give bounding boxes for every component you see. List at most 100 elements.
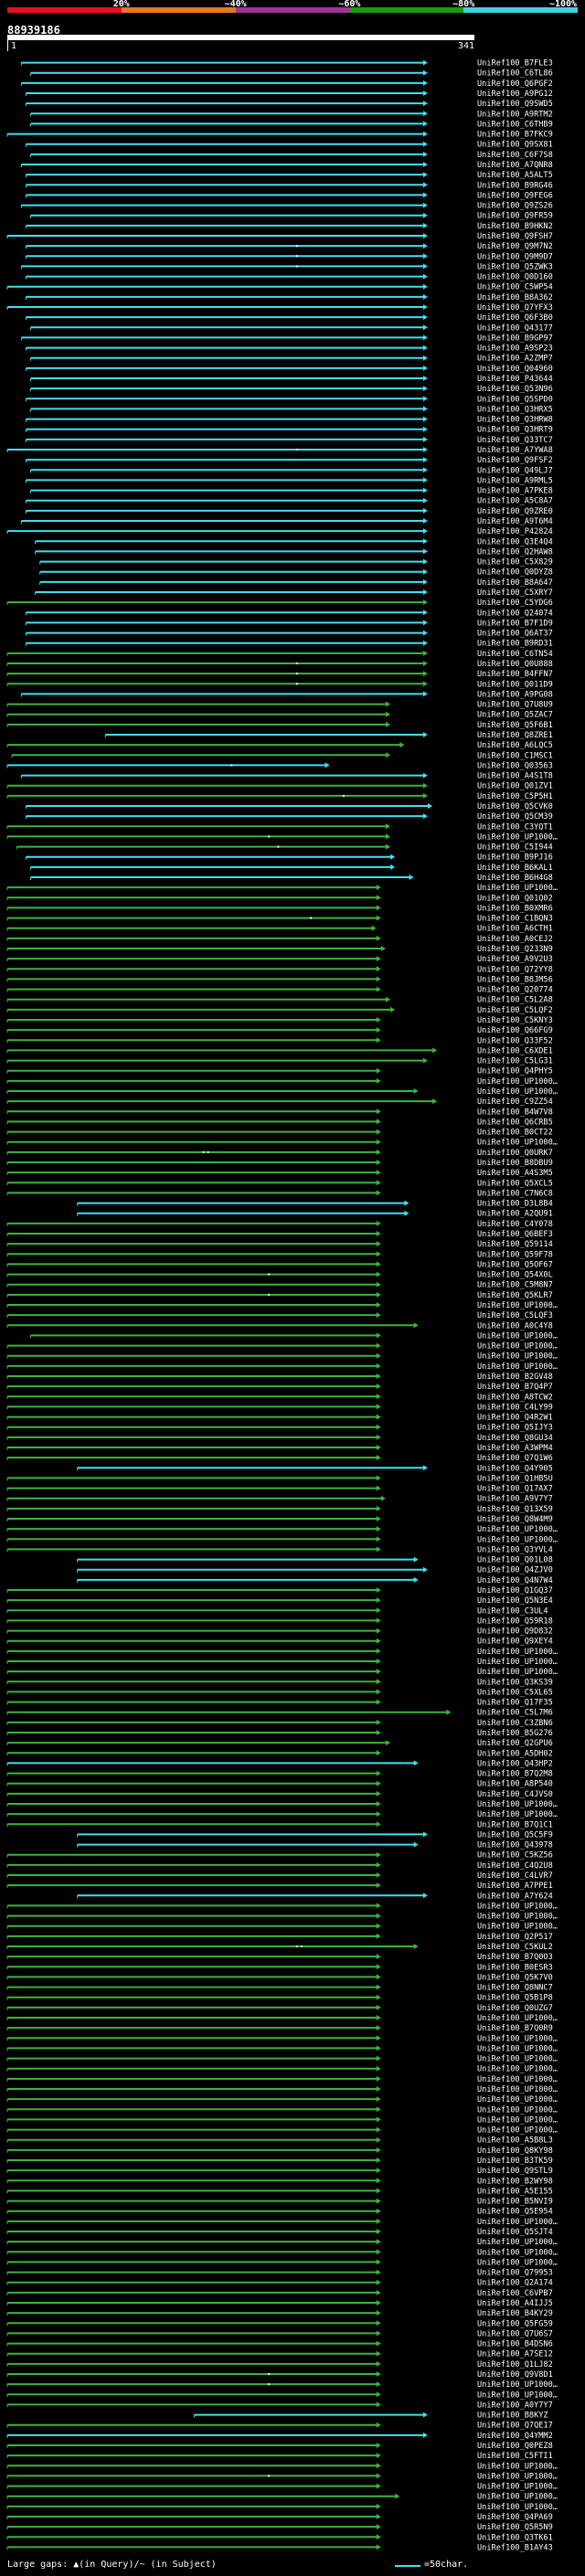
hit-row[interactable]: UniRef100_Q33TC7	[25, 436, 553, 445]
hit-row[interactable]: UniRef100_A5E155	[6, 2187, 553, 2196]
hit-row[interactable]: UniRef100_Q43978	[77, 1841, 553, 1850]
hit-label[interactable]: UniRef100_Q4Y905	[477, 1464, 553, 1473]
hit-label[interactable]: UniRef100_UP1000…	[477, 1902, 558, 1911]
hit-row[interactable]: UniRef100_C5LQF3	[6, 1311, 553, 1320]
hit-label[interactable]: UniRef100_C1BQN3	[477, 915, 553, 924]
hit-label[interactable]: UniRef100_C6TL86	[477, 69, 553, 79]
hit-label[interactable]: UniRef100_B7FKC9	[477, 131, 553, 140]
hit-row[interactable]: UniRef100_Q3E4Q4	[35, 537, 553, 546]
hit-row[interactable]: UniRef100_UP1000…	[6, 1362, 558, 1372]
hit-row[interactable]: UniRef100_Q9XEY4	[6, 1638, 553, 1647]
hit-label[interactable]: UniRef100_A2ZMP7	[477, 355, 553, 364]
hit-label[interactable]: UniRef100_Q1LJ82	[477, 2360, 553, 2369]
hit-row[interactable]: UniRef100_UP1000…	[6, 1301, 558, 1310]
hit-label[interactable]: UniRef100_B6H4G8	[477, 874, 553, 883]
hit-label[interactable]: UniRef100_Q5SJT4	[477, 2228, 553, 2237]
hit-row[interactable]: UniRef100_Q4Y905	[77, 1464, 553, 1473]
hit-label[interactable]: UniRef100_C5LQF2	[477, 1006, 553, 1015]
hit-row[interactable]: UniRef100_C5FTI1	[6, 2452, 553, 2461]
hit-row[interactable]: UniRef100_B7Q4P7	[6, 1383, 553, 1392]
hit-row[interactable]: UniRef100_UP1000…	[6, 1668, 558, 1677]
hit-label[interactable]: UniRef100_Q01Q02	[477, 894, 553, 903]
hit-label[interactable]: UniRef100_A3WPM4	[477, 1444, 553, 1453]
hit-label[interactable]: UniRef100_UP1000…	[477, 2503, 558, 2512]
hit-label[interactable]: UniRef100_Q5ZWK3	[477, 262, 553, 271]
hit-row[interactable]: UniRef100_Q9M7N2	[25, 242, 553, 251]
hit-label[interactable]: UniRef100_Q9V8D1	[477, 2370, 553, 2380]
hit-row[interactable]: UniRef100_Q3HRX5	[30, 405, 553, 414]
hit-label[interactable]: UniRef100_C5L7M6	[477, 1709, 553, 1718]
hit-row[interactable]: UniRef100_C6TL86	[30, 69, 553, 79]
hit-label[interactable]: UniRef100_UP1000…	[477, 2014, 558, 2023]
hit-label[interactable]: UniRef100_A5DH02	[477, 1749, 553, 1758]
hit-label[interactable]: UniRef100_B2WY98	[477, 2177, 553, 2186]
hit-label[interactable]: UniRef100_Q0PEZ8	[477, 2442, 553, 2451]
hit-row[interactable]: UniRef100_Q4PHY5	[6, 1067, 553, 1076]
hit-row[interactable]: UniRef100_Q24074	[25, 609, 553, 618]
hit-row[interactable]: UniRef100_A4IJJ5	[6, 2299, 553, 2308]
hit-row[interactable]: UniRef100_B3TK59	[6, 2157, 553, 2166]
hit-row[interactable]: UniRef100_Q33F52	[6, 1036, 553, 1045]
hit-row[interactable]: UniRef100_Q5KLR7	[6, 1291, 553, 1300]
hit-row[interactable]: UniRef100_B9RG46	[25, 181, 553, 190]
hit-label[interactable]: UniRef100_Q79953	[477, 2269, 553, 2278]
hit-label[interactable]: UniRef100_Q53N96	[477, 385, 553, 394]
hit-row[interactable]: UniRef100_Q6BEF3	[6, 1230, 553, 1239]
hit-row[interactable]: UniRef100_Q5CVK0	[25, 802, 553, 811]
hit-row[interactable]: UniRef100_Q0URK7	[6, 1149, 553, 1158]
hit-label[interactable]: UniRef100_Q43177	[477, 323, 553, 333]
hit-row[interactable]: UniRef100_Q01L08	[77, 1556, 553, 1565]
hit-label[interactable]: UniRef100_UP1000…	[477, 1362, 558, 1372]
hit-row[interactable]: UniRef100_B7FLE3	[20, 59, 553, 69]
hit-label[interactable]: UniRef100_Q7U6S7	[477, 2329, 553, 2338]
hit-label[interactable]: UniRef100_Q8GU34	[477, 1434, 553, 1443]
hit-label[interactable]: UniRef100_Q6PGF2	[477, 80, 553, 89]
hit-row[interactable]: UniRef100_UP1000…	[6, 2044, 558, 2053]
hit-label[interactable]: UniRef100_Q3HRX5	[477, 405, 553, 414]
hit-label[interactable]: UniRef100_UP1000…	[477, 1331, 558, 1341]
hit-label[interactable]: UniRef100_B1AY43	[477, 2543, 553, 2552]
hit-row[interactable]: UniRef100_Q1LJ82	[6, 2360, 553, 2369]
hit-label[interactable]: UniRef100_UP1000…	[477, 1648, 558, 1657]
hit-row[interactable]: UniRef100_B9PJ16	[25, 853, 553, 863]
hit-label[interactable]: UniRef100_C5KNY3	[477, 1016, 553, 1025]
hit-label[interactable]: UniRef100_Q72YY8	[477, 965, 553, 974]
hit-label[interactable]: UniRef100_Q4N7W4	[477, 1576, 553, 1585]
hit-row[interactable]: UniRef100_C5KZ56	[6, 1851, 553, 1860]
hit-label[interactable]: UniRef100_C5YDG6	[477, 599, 553, 608]
hit-label[interactable]: UniRef100_Q4ZJV0	[477, 1566, 553, 1575]
hit-row[interactable]: UniRef100_A7YWA8	[6, 446, 553, 455]
hit-row[interactable]: UniRef100_C5L7M6	[6, 1709, 553, 1718]
hit-label[interactable]: UniRef100_C4LVR7	[477, 1871, 553, 1881]
hit-label[interactable]: UniRef100_B3TK59	[477, 2157, 553, 2166]
hit-label[interactable]: UniRef100_C7N6C8	[477, 1189, 553, 1198]
hit-label[interactable]: UniRef100_Q5FG59	[477, 2319, 553, 2328]
hit-row[interactable]: UniRef100_B7Q1C1	[6, 1820, 553, 1829]
hit-row[interactable]: UniRef100_Q9M9D7	[25, 252, 553, 261]
hit-row[interactable]: UniRef100_UP1000…	[6, 2390, 558, 2400]
hit-label[interactable]: UniRef100_C6XDE1	[477, 1046, 553, 1055]
hit-row[interactable]: UniRef100_Q59F78	[6, 1250, 553, 1259]
hit-row[interactable]: UniRef100_Q59R18	[6, 1617, 553, 1626]
hit-row[interactable]: UniRef100_UP1000…	[6, 2014, 558, 2023]
hit-row[interactable]: UniRef100_Q0PEZ8	[6, 2442, 553, 2451]
hit-row[interactable]: UniRef100_Q0U888	[6, 660, 553, 669]
hit-row[interactable]: UniRef100_Q4R2W1	[6, 1414, 553, 1423]
hit-row[interactable]: UniRef100_B5NVI9	[6, 2198, 553, 2207]
hit-label[interactable]: UniRef100_UP1000…	[477, 1139, 558, 1148]
hit-row[interactable]: UniRef100_Q5XCL5	[6, 1179, 553, 1188]
hit-label[interactable]: UniRef100_B0XMR6	[477, 904, 553, 913]
hit-label[interactable]: UniRef100_Q59114	[477, 1240, 553, 1249]
hit-row[interactable]: UniRef100_Q2A174	[6, 2279, 553, 2288]
hit-label[interactable]: UniRef100_UP1000…	[477, 2115, 558, 2125]
hit-row[interactable]: UniRef100_UP1000…	[6, 2085, 558, 2094]
hit-label[interactable]: UniRef100_B0CT22	[477, 1129, 553, 1138]
hit-label[interactable]: UniRef100_UP1000…	[477, 2493, 558, 2502]
hit-row[interactable]: UniRef100_Q43177	[30, 323, 553, 333]
hit-label[interactable]: UniRef100_Q59R18	[477, 1617, 553, 1626]
hit-label[interactable]: UniRef100_Q5N3E4	[477, 1596, 553, 1606]
hit-row[interactable]: UniRef100_Q7U6S7	[6, 2329, 553, 2338]
hit-row[interactable]: UniRef100_A2QU91	[77, 1210, 553, 1219]
hit-label[interactable]: UniRef100_A7QNR8	[477, 161, 553, 170]
hit-row[interactable]: UniRef100_UP1000…	[6, 2472, 558, 2481]
